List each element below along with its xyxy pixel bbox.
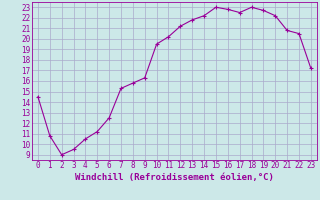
X-axis label: Windchill (Refroidissement éolien,°C): Windchill (Refroidissement éolien,°C) [75,173,274,182]
